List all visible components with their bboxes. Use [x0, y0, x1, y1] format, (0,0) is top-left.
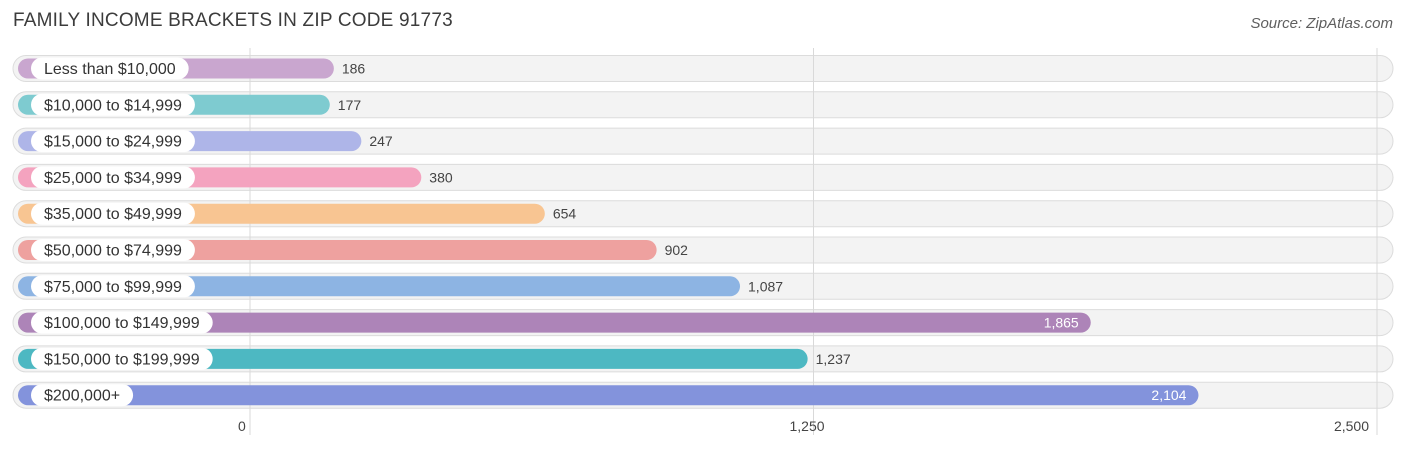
category-label: $15,000 to $24,999 — [44, 134, 182, 151]
bar-row: $35,000 to $49,999 654 — [18, 202, 577, 225]
row-background — [12, 91, 1394, 119]
category-label: $100,000 to $149,999 — [44, 315, 200, 332]
value-label: 1,087 — [748, 278, 783, 294]
row-background — [12, 55, 1394, 82]
category-label-pill — [31, 311, 213, 334]
value-label: 1,237 — [816, 351, 851, 367]
value-label: 177 — [338, 97, 362, 113]
bar-row: $200,000+ 2,104 — [18, 384, 1199, 407]
chart-source: Source: ZipAtlas.com — [1250, 15, 1393, 32]
category-label-pill — [31, 347, 213, 370]
bar-row: $75,000 to $99,999 1,087 — [18, 275, 783, 298]
category-label: $150,000 to $199,999 — [44, 351, 200, 368]
category-label: $35,000 to $49,999 — [44, 206, 182, 223]
value-label: 186 — [342, 61, 366, 77]
bar-row: $25,000 to $34,999 380 — [18, 166, 453, 189]
category-label-pill — [31, 166, 195, 189]
category-label-pill — [31, 93, 195, 116]
category-label: $10,000 to $14,999 — [44, 97, 182, 114]
category-label: $50,000 to $74,999 — [44, 243, 182, 260]
bar-row: $10,000 to $14,999 177 — [18, 93, 362, 116]
category-label-pill — [31, 239, 195, 261]
category-label-pill — [31, 57, 189, 80]
value-label: 380 — [429, 169, 453, 185]
x-tick-label: 0 — [238, 418, 246, 434]
value-label: 654 — [553, 206, 577, 222]
value-label: 2,104 — [1151, 387, 1186, 403]
bar — [18, 276, 741, 297]
x-tick-label: 1,250 — [790, 418, 825, 434]
category-label-pill — [31, 384, 134, 407]
category-label: Less than $10,000 — [44, 61, 176, 78]
value-label: 247 — [369, 133, 393, 149]
category-label-pill — [31, 202, 195, 225]
bar-row: Less than $10,000 186 — [18, 57, 366, 80]
bar-row: $150,000 to $199,999 1,237 — [18, 347, 851, 370]
bar — [18, 348, 808, 369]
bar-row: $15,000 to $24,999 247 — [18, 130, 393, 153]
chart-title: FAMILY INCOME BRACKETS IN ZIP CODE 91773 — [13, 10, 453, 31]
value-label: 1,865 — [1044, 315, 1079, 331]
bar — [18, 312, 1091, 333]
bar-row: $100,000 to $149,999 1,865 — [18, 311, 1091, 334]
bar-rows: Less than $10,000 186 $10,000 to $14,999 17… — [18, 57, 1199, 407]
x-axis-ticks: 0 1,250 2,500 — [238, 418, 1369, 434]
bar-row: $50,000 to $74,999 902 — [18, 239, 688, 261]
x-tick-label: 2,500 — [1334, 418, 1369, 434]
category-label: $25,000 to $34,999 — [44, 170, 182, 187]
category-label-pill — [31, 130, 195, 153]
category-label: $200,000+ — [44, 388, 120, 405]
category-label: $75,000 to $99,999 — [44, 279, 182, 296]
category-label-pill — [31, 275, 195, 298]
value-label: 902 — [665, 242, 689, 258]
bar — [18, 385, 1199, 406]
